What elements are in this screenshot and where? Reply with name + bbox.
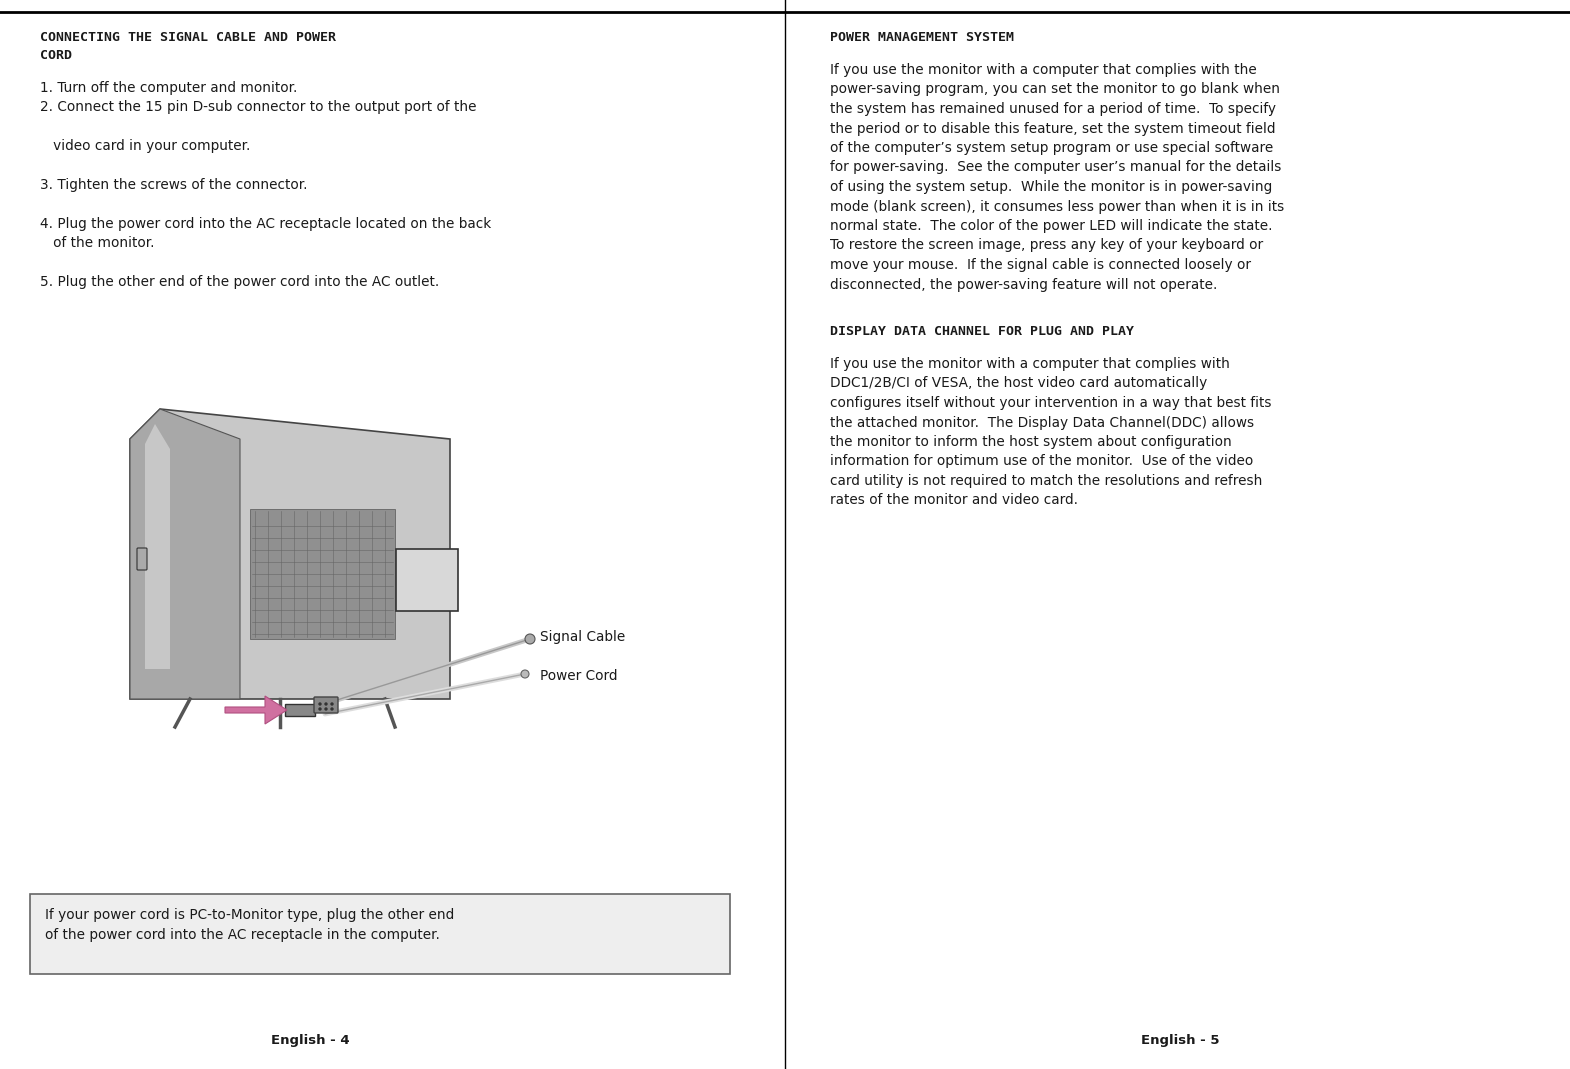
Text: If you use the monitor with a computer that complies with: If you use the monitor with a computer t… (831, 357, 1229, 371)
Text: configures itself without your intervention in a way that best fits: configures itself without your intervent… (831, 396, 1272, 410)
Text: If you use the monitor with a computer that complies with the: If you use the monitor with a computer t… (831, 63, 1256, 77)
Text: DDC1/2B/CI of VESA, the host video card automatically: DDC1/2B/CI of VESA, the host video card … (831, 376, 1207, 390)
Polygon shape (144, 424, 170, 669)
Text: of using the system setup.  While the monitor is in power-saving: of using the system setup. While the mon… (831, 180, 1272, 193)
Text: power-saving program, you can set the monitor to go blank when: power-saving program, you can set the mo… (831, 82, 1280, 96)
Text: the system has remained unused for a period of time.  To specify: the system has remained unused for a per… (831, 102, 1276, 117)
Text: of the monitor.: of the monitor. (39, 236, 154, 250)
Text: of the computer’s system setup program or use special software: of the computer’s system setup program o… (831, 141, 1273, 155)
Text: CORD: CORD (39, 49, 72, 62)
Circle shape (331, 708, 333, 710)
FancyBboxPatch shape (250, 509, 396, 639)
Circle shape (319, 708, 320, 710)
Circle shape (524, 634, 535, 644)
Text: information for optimum use of the monitor.  Use of the video: information for optimum use of the monit… (831, 454, 1253, 468)
Circle shape (325, 708, 327, 710)
Text: To restore the screen image, press any key of your keyboard or: To restore the screen image, press any k… (831, 238, 1264, 252)
Text: If your power cord is PC-to-Monitor type, plug the other end: If your power cord is PC-to-Monitor type… (46, 908, 454, 921)
Text: English - 4: English - 4 (270, 1034, 349, 1047)
Polygon shape (130, 409, 240, 699)
Text: POWER MANAGEMENT SYSTEM: POWER MANAGEMENT SYSTEM (831, 31, 1014, 44)
Text: mode (blank screen), it consumes less power than when it is in its: mode (blank screen), it consumes less po… (831, 200, 1284, 214)
Text: the attached monitor.  The Display Data Channel(DDC) allows: the attached monitor. The Display Data C… (831, 416, 1254, 430)
Polygon shape (130, 409, 451, 699)
Text: English - 5: English - 5 (1141, 1034, 1220, 1047)
FancyBboxPatch shape (396, 549, 458, 611)
FancyBboxPatch shape (286, 704, 316, 716)
Circle shape (319, 703, 320, 704)
FancyBboxPatch shape (30, 894, 730, 974)
Text: 1. Turn off the computer and monitor.: 1. Turn off the computer and monitor. (39, 81, 297, 95)
Circle shape (331, 703, 333, 704)
Text: move your mouse.  If the signal cable is connected loosely or: move your mouse. If the signal cable is … (831, 258, 1251, 272)
Circle shape (521, 670, 529, 678)
Text: 3. Tighten the screws of the connector.: 3. Tighten the screws of the connector. (39, 179, 308, 192)
Text: Signal Cable: Signal Cable (540, 630, 625, 644)
Text: for power-saving.  See the computer user’s manual for the details: for power-saving. See the computer user’… (831, 160, 1281, 174)
Text: the period or to disable this feature, set the system timeout field: the period or to disable this feature, s… (831, 122, 1275, 136)
Text: of the power cord into the AC receptacle in the computer.: of the power cord into the AC receptacle… (46, 928, 440, 942)
Text: video card in your computer.: video card in your computer. (39, 139, 250, 153)
FancyBboxPatch shape (314, 697, 338, 713)
Circle shape (325, 703, 327, 704)
Text: normal state.  The color of the power LED will indicate the state.: normal state. The color of the power LED… (831, 219, 1273, 233)
Text: rates of the monitor and video card.: rates of the monitor and video card. (831, 494, 1079, 508)
Text: disconnected, the power-saving feature will not operate.: disconnected, the power-saving feature w… (831, 278, 1217, 292)
Text: CONNECTING THE SIGNAL CABLE AND POWER: CONNECTING THE SIGNAL CABLE AND POWER (39, 31, 336, 44)
Polygon shape (225, 696, 287, 724)
Text: DISPLAY DATA CHANNEL FOR PLUG AND PLAY: DISPLAY DATA CHANNEL FOR PLUG AND PLAY (831, 325, 1134, 338)
Text: card utility is not required to match the resolutions and refresh: card utility is not required to match th… (831, 474, 1262, 489)
Text: 5. Plug the other end of the power cord into the AC outlet.: 5. Plug the other end of the power cord … (39, 275, 440, 289)
Text: 4. Plug the power cord into the AC receptacle located on the back: 4. Plug the power cord into the AC recep… (39, 217, 491, 231)
Text: Power Cord: Power Cord (540, 669, 617, 683)
FancyBboxPatch shape (137, 548, 148, 570)
Text: the monitor to inform the host system about configuration: the monitor to inform the host system ab… (831, 435, 1232, 449)
Text: 2. Connect the 15 pin D-sub connector to the output port of the: 2. Connect the 15 pin D-sub connector to… (39, 100, 477, 114)
